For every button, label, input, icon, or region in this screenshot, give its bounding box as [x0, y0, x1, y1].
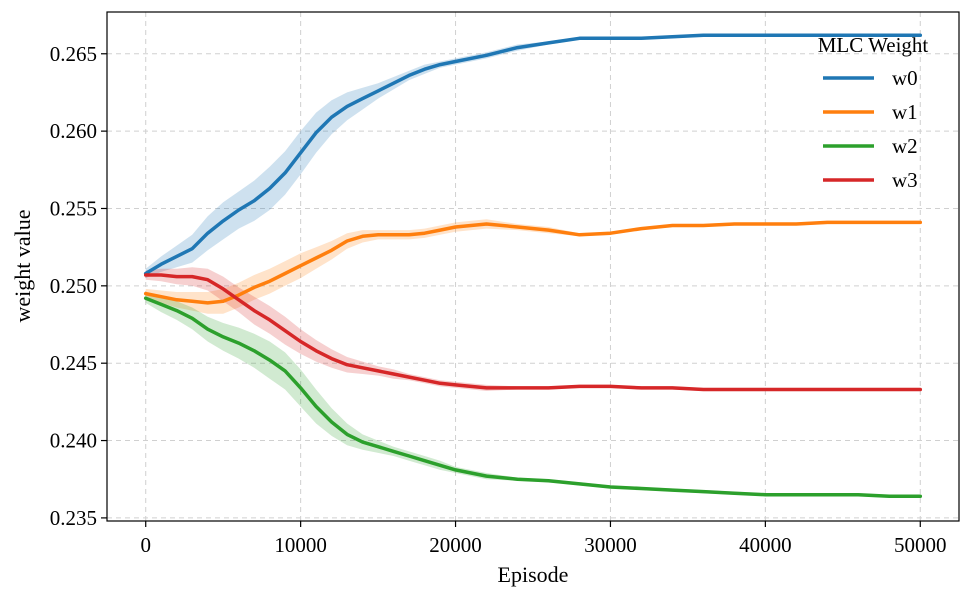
- legend-label-w3: w3: [892, 168, 918, 192]
- line-w3: [143, 273, 923, 392]
- x-axis-ticks: 0 10000 20000 30000 40000 50000: [140, 521, 947, 557]
- y-tick-label: 0.260: [50, 119, 97, 143]
- y-tick-label: 0.250: [50, 274, 97, 298]
- x-axis-title: Episode: [498, 562, 569, 587]
- y-tick-label: 0.245: [50, 351, 97, 375]
- line-w2: [143, 296, 923, 498]
- legend-label-w1: w1: [892, 100, 918, 124]
- y-axis-title: weight value: [10, 209, 35, 322]
- legend: MLC Weight w0 w1 w2 w3: [818, 33, 929, 192]
- y-tick-label: 0.265: [50, 42, 97, 66]
- plot-frame: [106, 11, 960, 522]
- band-w1: [145, 219, 921, 314]
- legend-label-w0: w0: [892, 66, 918, 90]
- series-lines: [143, 33, 923, 498]
- x-tick-label: 20000: [429, 533, 482, 557]
- band-w2: [145, 293, 921, 498]
- y-tick-label: 0.235: [50, 506, 97, 530]
- x-tick-label: 50000: [894, 533, 947, 557]
- y-tick-label: 0.240: [50, 429, 97, 453]
- band-w0: [145, 33, 921, 279]
- line-w0: [143, 33, 923, 276]
- x-tick-label: 10000: [274, 533, 327, 557]
- legend-title: MLC Weight: [818, 33, 929, 57]
- y-tick-label: 0.255: [50, 196, 97, 220]
- legend-label-w2: w2: [892, 134, 918, 158]
- x-tick-label: 40000: [739, 533, 792, 557]
- x-tick-label: 0: [140, 533, 151, 557]
- y-axis-ticks: 0.235 0.240 0.245 0.250 0.255 0.260 0.265: [50, 42, 107, 530]
- x-tick-label: 30000: [584, 533, 637, 557]
